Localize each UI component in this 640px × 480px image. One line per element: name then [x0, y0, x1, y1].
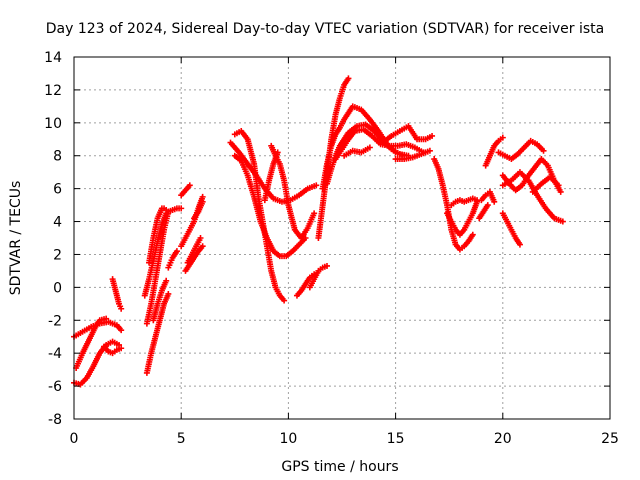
data-point	[469, 231, 476, 238]
series-track-01	[71, 338, 123, 388]
series-track-28	[332, 126, 427, 163]
series-track-14	[184, 235, 204, 266]
x-tick-label: 5	[177, 431, 186, 447]
x-tick-label: 0	[70, 431, 79, 447]
series-track-38	[495, 137, 547, 163]
y-tick-label: 12	[44, 83, 62, 99]
series-track-39	[499, 210, 523, 248]
data-point	[484, 202, 491, 209]
series-track-31	[392, 147, 433, 163]
series-track-05	[109, 276, 125, 312]
data-points	[71, 75, 566, 388]
x-tick-label: 10	[279, 431, 297, 447]
data-point	[178, 205, 185, 212]
data-point	[163, 277, 170, 284]
data-point	[323, 262, 330, 269]
y-tick-label: -6	[48, 379, 62, 395]
data-point	[311, 271, 318, 278]
series-track-36	[476, 202, 491, 222]
data-point	[540, 147, 547, 154]
data-point	[429, 132, 436, 139]
y-tick-label: 6	[53, 182, 62, 198]
data-point	[311, 210, 318, 217]
data-point	[199, 243, 206, 250]
data-point	[559, 218, 566, 225]
y-tick-label: -8	[48, 412, 62, 428]
series-track-15	[191, 198, 206, 222]
y-tick-label: -4	[48, 346, 62, 362]
y-tick-label: 10	[44, 116, 62, 132]
series-track-24	[293, 271, 318, 299]
y-tick-label: -2	[48, 313, 62, 329]
data-point	[499, 134, 506, 141]
data-point	[366, 144, 373, 151]
data-point	[274, 149, 281, 156]
series-track-17	[182, 243, 206, 274]
series-track-10	[150, 277, 170, 324]
x-tick-label: 15	[387, 431, 405, 447]
series-track-06	[143, 290, 172, 376]
data-point	[118, 327, 125, 334]
data-point	[313, 182, 320, 189]
series-track-11	[161, 205, 185, 215]
data-point	[118, 305, 125, 312]
series-track-08	[146, 205, 165, 266]
data-point	[165, 290, 172, 297]
data-point	[118, 345, 125, 352]
series-track-30	[379, 123, 436, 146]
data-point	[281, 297, 288, 304]
series-track-41	[499, 169, 566, 225]
data-point	[491, 198, 498, 205]
y-tick-label: 14	[44, 50, 62, 66]
series-track-21	[268, 142, 318, 241]
plot-frame	[73, 56, 611, 420]
y-tick-label: 8	[53, 149, 62, 165]
data-point	[197, 235, 204, 241]
series-track-33	[444, 198, 481, 238]
data-point	[173, 248, 180, 255]
data-point	[345, 75, 352, 82]
y-tick-label: 0	[53, 280, 62, 296]
series-track-12	[165, 248, 180, 271]
series-track-16	[178, 182, 193, 199]
axis-ticks: 0 5 10 15 20 25 -8 -6 -4 -2 0 2 4 6 8 10 12 14	[44, 50, 619, 447]
y-tick-label: 2	[53, 247, 62, 263]
series-track-20	[231, 152, 309, 260]
series-track-07	[143, 208, 172, 327]
series-track-29	[341, 144, 373, 159]
y-axis-label: SDTVAR / TECUs	[8, 181, 24, 296]
data-point	[426, 147, 433, 154]
data-point	[199, 198, 206, 205]
data-point	[103, 315, 110, 322]
series-track-04	[101, 343, 125, 357]
series-track-35	[478, 188, 498, 205]
chart-title: Day 123 of 2024, Sidereal Day-to-day VTE…	[46, 21, 604, 37]
series-track-09	[141, 210, 170, 299]
data-point	[186, 182, 193, 189]
series-track-22	[261, 149, 281, 204]
x-tick-label: 25	[601, 431, 619, 447]
data-point	[555, 182, 562, 189]
y-tick-label: 4	[53, 215, 62, 231]
data-point	[516, 241, 523, 248]
data-point	[557, 188, 564, 195]
series-track-37	[482, 134, 506, 169]
x-axis-label: GPS time / hours	[281, 459, 398, 475]
x-tick-label: 20	[494, 431, 512, 447]
series-track-42	[529, 174, 562, 195]
